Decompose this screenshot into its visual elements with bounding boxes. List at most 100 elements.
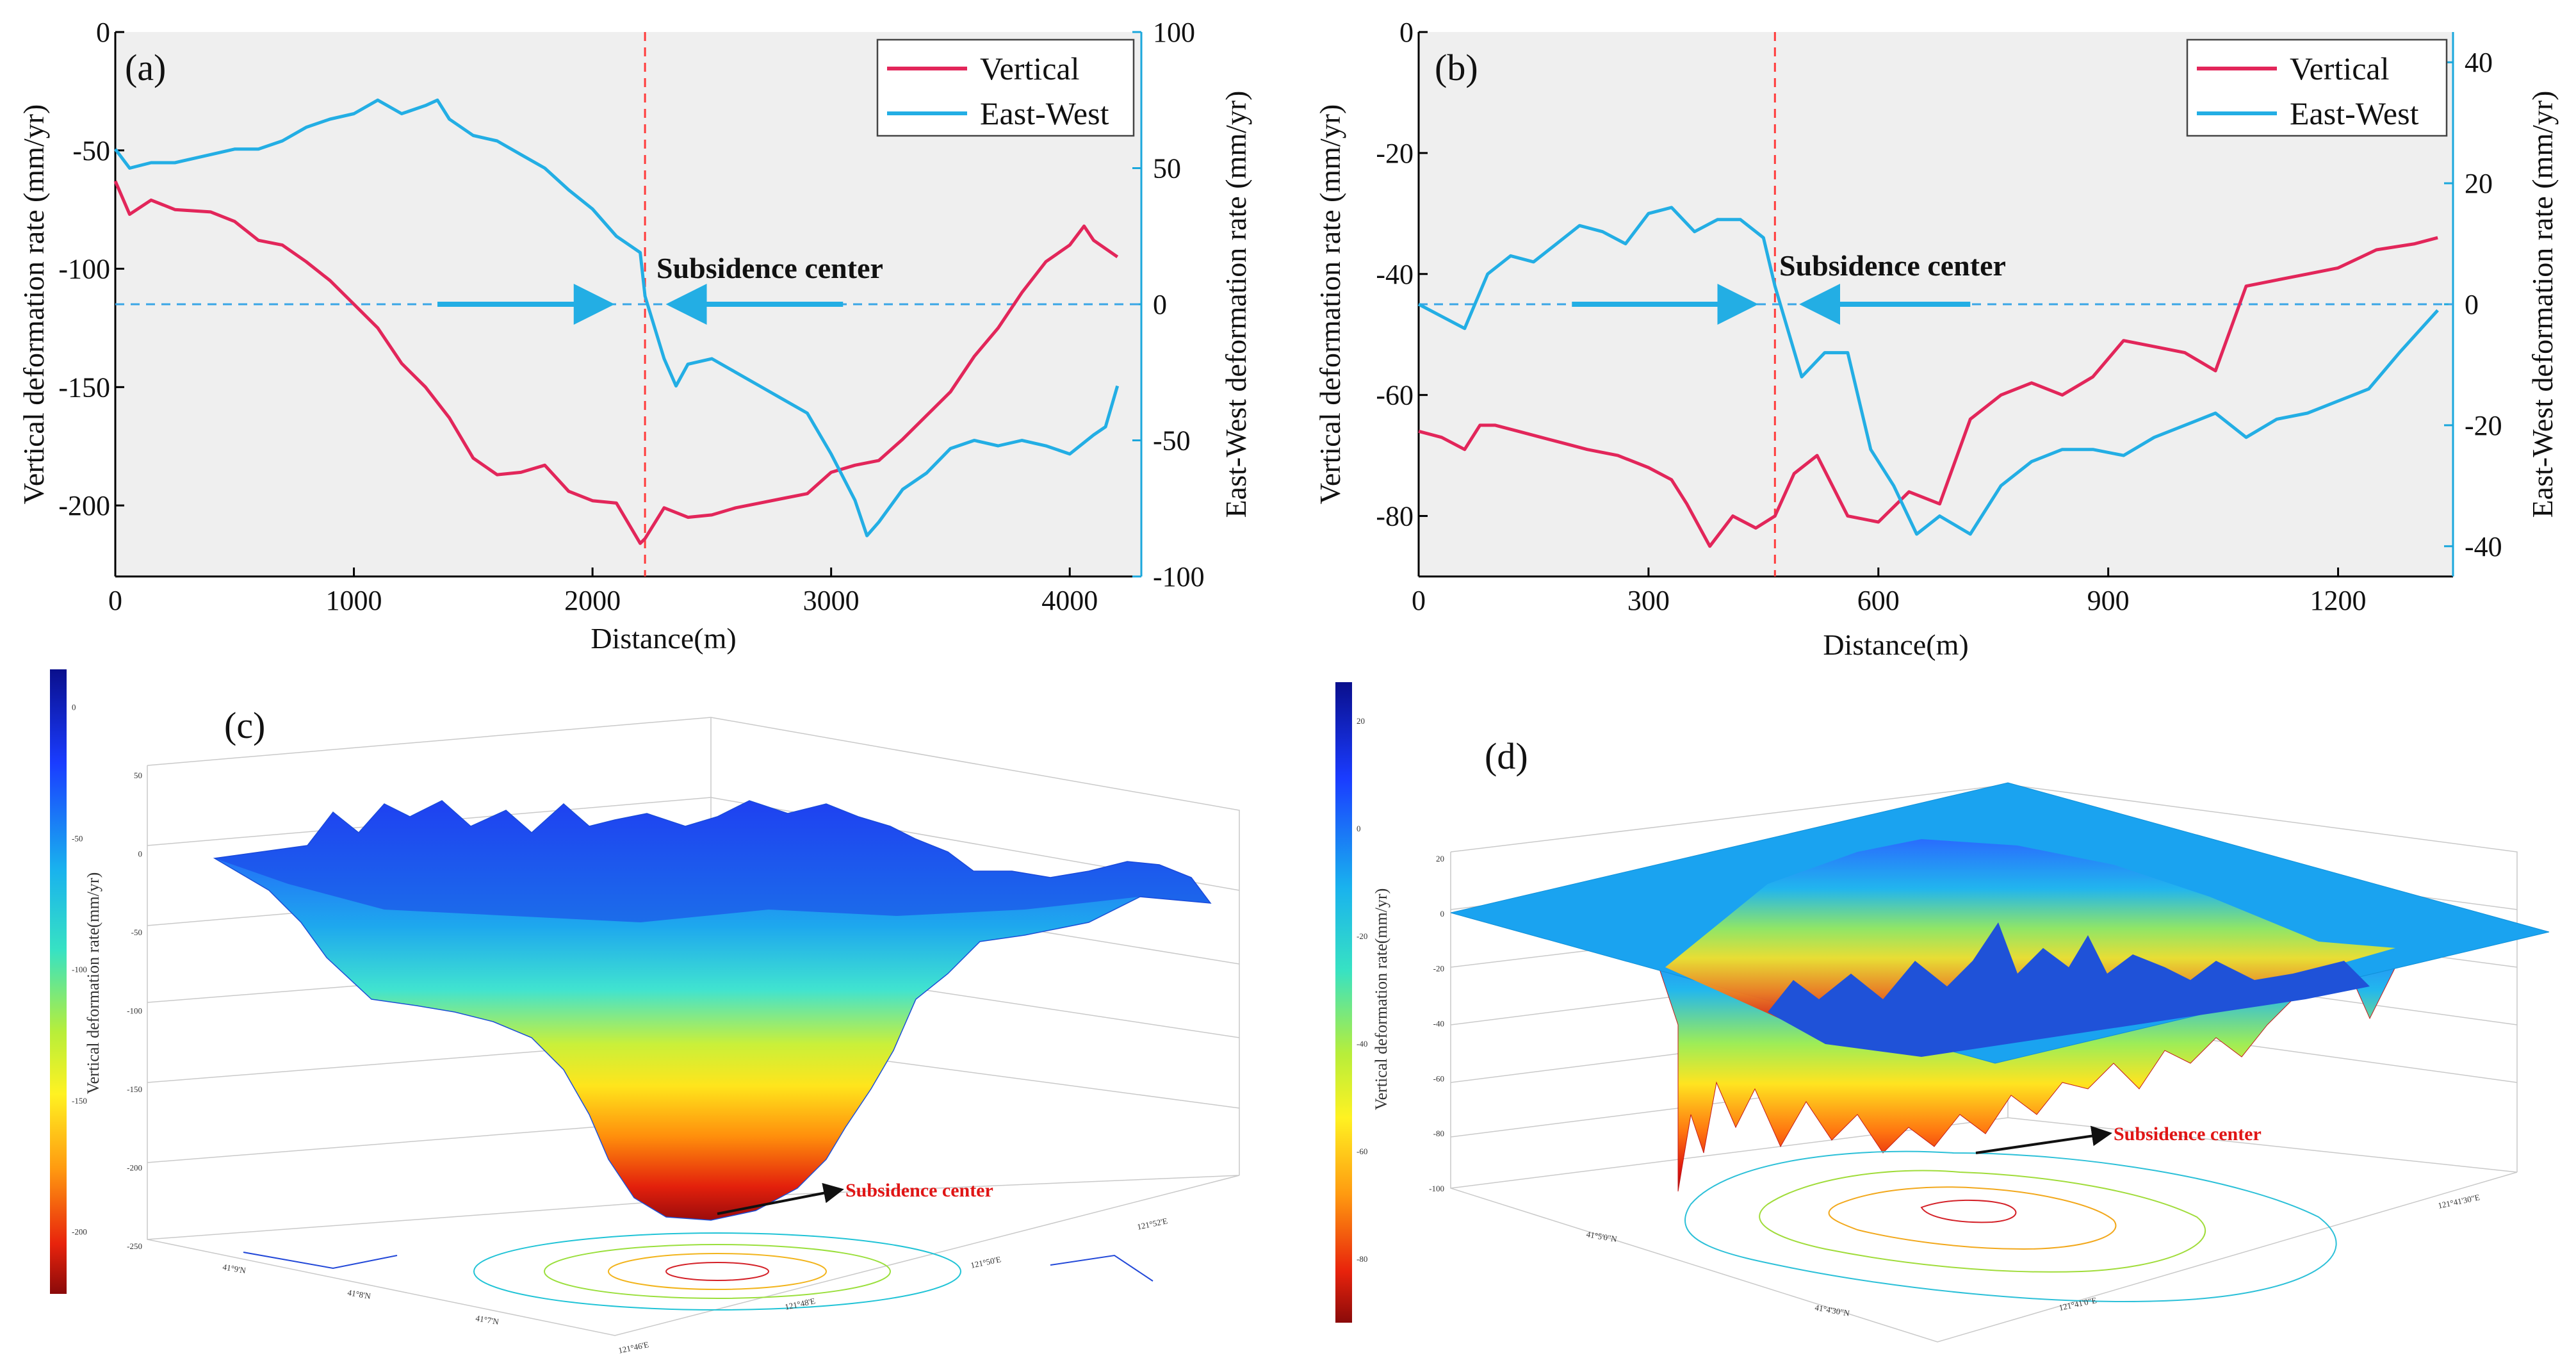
legend-a: Vertical East-West xyxy=(876,38,1135,137)
y-left-tick-label-b-4: -80 xyxy=(1376,501,1414,532)
annotation-arrow-c xyxy=(717,1182,844,1215)
series-east-west-a xyxy=(114,98,1120,537)
contour-map-d xyxy=(1684,1150,2337,1302)
colorbar-tick-d-0: 20 xyxy=(1357,716,1365,726)
colorbar-tick-d-3: -40 xyxy=(1357,1039,1367,1049)
x-tick-label-a-3: 3000 xyxy=(803,585,860,616)
annotation-subsidence-center-a: Subsidence center xyxy=(656,252,883,284)
y3d-tick-c-2: 41°7'N xyxy=(475,1313,500,1327)
x-tick-label-a-4: 4000 xyxy=(1041,585,1098,616)
y-right-tick-label-a-1: 50 xyxy=(1153,153,1181,184)
y-left-tick-label-a-0: 0 xyxy=(96,17,110,48)
y-left-tick-label-a-4: -200 xyxy=(58,490,110,521)
y3d-tick-d-0: 41°5'0"N xyxy=(1586,1229,1618,1244)
y-left-tick-label-b-1: -20 xyxy=(1376,138,1414,169)
z-tick-c-5: -200 xyxy=(127,1163,142,1173)
z-tick-d-5: -80 xyxy=(1433,1129,1444,1138)
z-tick-c-1: 0 xyxy=(138,849,143,859)
x3d-tick-c-3: 121°52'E xyxy=(1136,1216,1168,1232)
legend-label-vertical-b: Vertical xyxy=(2290,51,2389,86)
y-left-tick-label-b-2: -40 xyxy=(1376,259,1414,290)
z-tick-c-6: -250 xyxy=(127,1241,142,1251)
colorbar-tick-c-4: -200 xyxy=(72,1227,87,1237)
y-right-tick-label-b-0: 40 xyxy=(2465,47,2493,78)
x-tick-label-b-2: 600 xyxy=(1857,585,1900,616)
y-axis-label-right-b: East-West deformation rate (mm/yr) xyxy=(2526,91,2559,518)
z-tick-d-3: -40 xyxy=(1433,1019,1444,1029)
colorbar-tick-c-2: -100 xyxy=(72,965,87,974)
panel-tag-c: (c) xyxy=(224,705,265,746)
annotation-subsidence-center-d: Subsidence center xyxy=(2114,1123,2262,1145)
colorbar-tick-d-4: -60 xyxy=(1357,1147,1367,1156)
y3d-tick-c-0: 41°9'N xyxy=(222,1262,247,1275)
z-tick-c-3: -100 xyxy=(127,1006,142,1016)
legend-label-east-west-a: East-West xyxy=(980,95,1109,131)
x3d-tick-d-1: 121°41'30"E xyxy=(2437,1192,2481,1210)
y-left-tick-label-b-0: 0 xyxy=(1399,17,1414,48)
chart-panel-b: 0 300 600 900 1200 0 -20 -40 -60 -80 40 20 0 -20 -40 (… xyxy=(1314,17,2559,661)
series-vertical-a xyxy=(113,180,1119,545)
z-tick-c-2: -50 xyxy=(131,927,142,937)
y-right-tick-label-b-1: 20 xyxy=(2465,168,2493,199)
x3d-tick-d-0: 121°41'0"E xyxy=(2058,1295,2098,1312)
x-tick-label-b-4: 1200 xyxy=(2310,585,2367,616)
z-tick-d-4: -60 xyxy=(1433,1074,1444,1083)
surface-c-top xyxy=(215,801,1211,922)
surface-d-ridge xyxy=(1768,922,2370,1057)
x-tick-label-a-0: 0 xyxy=(108,585,122,616)
colorbar-tick-d-2: -20 xyxy=(1357,931,1367,941)
z-tick-d-2: -20 xyxy=(1433,964,1444,974)
x-tick-label-a-1: 1000 xyxy=(326,585,382,616)
y-left-tick-label-a-2: -100 xyxy=(58,254,110,285)
z-tick-d-1: 0 xyxy=(1440,909,1445,919)
y3d-tick-d-1: 41°4'30"N xyxy=(1814,1302,1851,1318)
colorbar-tick-d-5: -80 xyxy=(1357,1254,1367,1264)
annotation-subsidence-center-c: Subsidence center xyxy=(845,1180,993,1201)
panel-tag-b: (b) xyxy=(1435,47,1478,88)
y-right-tick-label-a-2: 0 xyxy=(1153,289,1167,320)
colorbar-tick-c-3: -150 xyxy=(72,1096,87,1106)
y-right-tick-label-a-4: -100 xyxy=(1153,561,1205,592)
z-tick-c-0: 50 xyxy=(134,771,142,780)
y-left-tick-label-b-3: -60 xyxy=(1376,380,1414,411)
y-left-tick-label-a-1: -50 xyxy=(72,135,110,167)
legend-b: Vertical East-West xyxy=(2186,38,2448,137)
chart-panel-c: 0 -50 -100 -150 -200 Vertical deformation ra… xyxy=(50,669,1240,1355)
y-right-tick-label-a-3: -50 xyxy=(1153,425,1191,457)
y-left-tick-label-a-3: -150 xyxy=(58,372,110,403)
legend-label-east-west-b: East-West xyxy=(2290,95,2419,131)
annotation-arrow-d xyxy=(1975,1125,2112,1154)
x3d-tick-c-1: 121°48'E xyxy=(784,1296,816,1312)
colorbar-tick-c-0: 0 xyxy=(72,703,76,712)
y-right-tick-label-b-2: 0 xyxy=(2465,289,2479,320)
y-axis-label-right-a: East-West deformation rate (mm/yr) xyxy=(1219,91,1252,518)
y3d-tick-c-1: 41°8'N xyxy=(347,1287,372,1301)
x3d-tick-c-2: 121°50'E xyxy=(970,1254,1002,1270)
legend-label-vertical-a: Vertical xyxy=(980,51,1079,86)
panel-tag-a: (a) xyxy=(125,47,166,88)
y-right-tick-label-b-3: -20 xyxy=(2465,410,2502,441)
colorbar-label-d: Vertical deformation rate(mm/yr) xyxy=(1372,888,1390,1111)
x-tick-label-a-2: 2000 xyxy=(564,585,621,616)
colorbar-c xyxy=(50,669,67,1294)
chart-panel-a: 0 1000 2000 3000 4000 0 -50 -100 -150 -200 100 50 0 -… xyxy=(17,17,1252,655)
y-right-tick-label-b-4: -40 xyxy=(2465,531,2502,562)
colorbar-tick-c-1: -50 xyxy=(72,833,83,843)
colorbar-tick-d-1: 0 xyxy=(1357,824,1361,833)
y-right-tick-label-a-0: 100 xyxy=(1153,17,1195,48)
x3d-tick-c-0: 121°46'E xyxy=(617,1339,649,1355)
x-tick-label-b-0: 0 xyxy=(1412,585,1426,616)
x-axis-label-b: Distance(m) xyxy=(1823,628,1968,661)
x-axis-label-a: Distance(m) xyxy=(591,622,736,655)
series-vertical-b xyxy=(1418,236,2438,548)
panel-tag-d: (d) xyxy=(1485,735,1528,777)
colorbar-d xyxy=(1335,682,1352,1323)
y-axis-label-left-a: Vertical deformation rate (mm/yr) xyxy=(17,104,50,505)
y-axis-label-left-b: Vertical deformation rate (mm/yr) xyxy=(1314,104,1346,505)
contour-map-c xyxy=(243,1232,1153,1311)
annotation-subsidence-center-b: Subsidence center xyxy=(1779,249,2006,282)
series-east-west-b xyxy=(1417,206,2439,536)
colorbar-label-c: Vertical deformation rate(mm/yr) xyxy=(84,872,102,1095)
z-tick-c-4: -150 xyxy=(127,1084,142,1094)
